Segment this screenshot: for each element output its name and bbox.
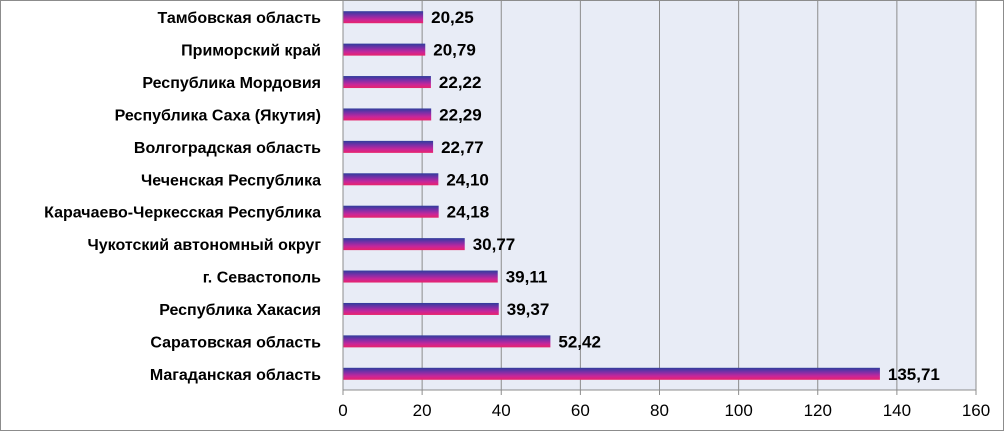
- category-label: Республика Саха (Якутия): [115, 107, 321, 124]
- bar: [343, 238, 465, 251]
- category-label: Республика Хакасия: [159, 302, 321, 319]
- bars: [343, 11, 880, 380]
- category-label: Чеченская Республика: [141, 172, 321, 189]
- bar: [343, 173, 439, 186]
- value-label: 135,71: [888, 365, 940, 384]
- x-axis-ticks: 0 20 40 60 80 100 120 140 160: [338, 1, 990, 420]
- bar: [343, 205, 439, 218]
- bar: [343, 11, 424, 24]
- value-label: 39,11: [506, 268, 548, 287]
- x-tick-label: 60: [571, 401, 590, 420]
- value-label: 20,79: [433, 41, 476, 60]
- value-label: 30,77: [473, 235, 516, 254]
- value-label: 22,29: [439, 105, 482, 124]
- x-tick-label: 80: [650, 401, 669, 420]
- value-label: 52,42: [558, 332, 601, 351]
- x-tick-label: 0: [338, 401, 347, 420]
- bar: [343, 43, 426, 56]
- value-label: 24,18: [447, 203, 490, 222]
- bar: [343, 302, 499, 315]
- category-label: Приморский край: [181, 43, 321, 60]
- x-tick-label: 140: [883, 401, 911, 420]
- bar: [343, 76, 431, 89]
- value-label: 39,37: [507, 300, 550, 319]
- category-label: Магаданская область: [150, 367, 321, 384]
- category-label: Тамбовская область: [158, 10, 322, 27]
- bar: [343, 270, 498, 283]
- category-label: Республика Мордовия: [142, 75, 321, 92]
- value-label: 22,77: [441, 138, 484, 157]
- category-label: Саратовская область: [150, 334, 321, 351]
- value-labels: 135,71 52,42 39,37 39,11 30,77 24,18 24,10 22,7…: [431, 8, 940, 384]
- x-tick-label: 40: [492, 401, 511, 420]
- value-label: 20,25: [431, 8, 474, 27]
- bar: [343, 140, 434, 153]
- category-label: Карачаево-Черкесская Республика: [44, 205, 321, 222]
- category-label: Чукотский автономный округ: [88, 237, 322, 254]
- x-tick-label: 100: [724, 401, 752, 420]
- x-tick-label: 160: [962, 401, 990, 420]
- value-label: 24,10: [446, 170, 489, 189]
- bar: [343, 335, 551, 348]
- x-tick-label: 20: [413, 401, 432, 420]
- category-label: Волгоградская область: [134, 140, 321, 157]
- category-labels: Магаданская область Саратовская область Ре…: [44, 10, 321, 384]
- value-label: 22,22: [439, 73, 482, 92]
- category-label: г. Севастополь: [203, 270, 321, 287]
- bar: [343, 367, 880, 380]
- x-tick-label: 120: [804, 401, 832, 420]
- bar: [343, 108, 432, 121]
